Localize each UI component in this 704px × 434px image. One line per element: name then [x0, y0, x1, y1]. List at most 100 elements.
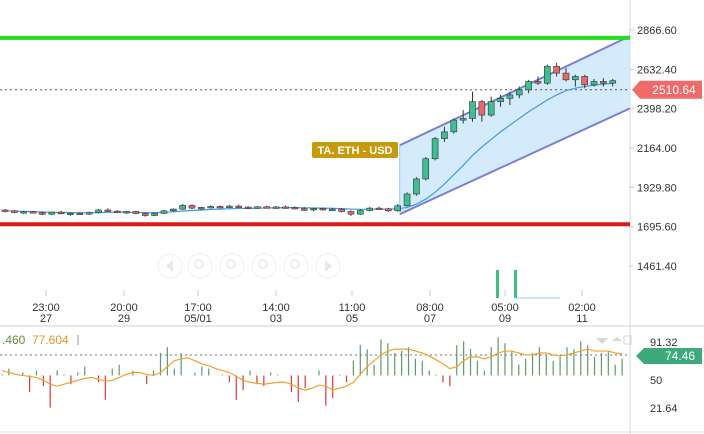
close-pane-icon[interactable]: [623, 335, 632, 345]
candle[interactable]: [263, 205, 271, 209]
candle[interactable]: [67, 212, 74, 216]
date-tick: 03: [270, 313, 282, 325]
zoom-icon: [194, 259, 204, 269]
date-tick: 09: [499, 313, 511, 325]
collapse-icon[interactable]: [596, 338, 608, 344]
candle[interactable]: [20, 210, 28, 215]
candle[interactable]: [57, 210, 65, 215]
osc-tick-low: 21.64: [650, 403, 678, 415]
zoom-out-left-button[interactable]: [187, 253, 213, 279]
candle[interactable]: [319, 207, 327, 211]
candle[interactable]: [356, 209, 364, 216]
time-tick: 11:00: [339, 302, 366, 314]
candle[interactable]: [254, 206, 261, 209]
time-tick: 20:00: [110, 302, 138, 314]
expand-icon[interactable]: [612, 337, 622, 341]
candle[interactable]: [338, 208, 345, 213]
candle[interactable]: [198, 206, 205, 210]
candle[interactable]: [235, 204, 243, 208]
candle[interactable]: [76, 212, 84, 215]
candle[interactable]: [459, 110, 467, 124]
candle[interactable]: [441, 126, 448, 142]
candle[interactable]: [497, 94, 504, 107]
price-tick: 2398.20: [637, 104, 677, 116]
candle[interactable]: [95, 209, 102, 214]
candle[interactable]: [1, 209, 9, 213]
candle[interactable]: [469, 91, 476, 122]
candle[interactable]: [534, 76, 542, 85]
scroll-right-button[interactable]: [315, 253, 341, 279]
candle[interactable]: [226, 204, 233, 209]
candle[interactable]: [244, 206, 252, 210]
time-tick: 14:00: [262, 302, 290, 314]
candle[interactable]: [385, 207, 392, 213]
candle[interactable]: [123, 210, 130, 214]
candle[interactable]: [347, 210, 355, 216]
arrow-right-icon: [325, 260, 332, 272]
zoom-plus-icon: [258, 259, 268, 269]
candle[interactable]: [188, 204, 196, 210]
candle[interactable]: [553, 63, 560, 77]
zoom-minus-icon: [226, 259, 236, 269]
zoom-in-right-button[interactable]: [283, 253, 309, 279]
candle[interactable]: [422, 157, 430, 181]
candle[interactable]: [328, 207, 336, 211]
candle[interactable]: [170, 208, 177, 212]
candle[interactable]: [394, 204, 402, 212]
candle[interactable]: [141, 212, 149, 217]
price-tick: 1695.60: [637, 222, 677, 234]
price-tick: 2164.00: [637, 143, 677, 155]
scroll-left-button[interactable]: [157, 253, 183, 279]
candle[interactable]: [29, 210, 37, 214]
candle[interactable]: [403, 192, 411, 207]
candle[interactable]: [525, 79, 532, 94]
candle[interactable]: [375, 206, 383, 210]
candle[interactable]: [590, 78, 598, 87]
candle[interactable]: [450, 118, 458, 134]
candle[interactable]: [282, 205, 289, 209]
date-tick: 29: [118, 313, 130, 325]
candle[interactable]: [113, 209, 121, 213]
candle[interactable]: [132, 210, 140, 215]
candle[interactable]: [366, 207, 373, 212]
candle[interactable]: [431, 136, 439, 161]
candle[interactable]: [581, 74, 589, 89]
candle[interactable]: [207, 205, 214, 209]
candle[interactable]: [291, 206, 299, 210]
volume-bars: [496, 270, 560, 299]
candle[interactable]: [85, 211, 93, 216]
volume-bar: [496, 270, 499, 298]
candle[interactable]: [104, 208, 112, 212]
candle[interactable]: [179, 204, 186, 210]
arrow-left-icon: [166, 260, 173, 272]
candle[interactable]: [160, 209, 168, 215]
candle[interactable]: [478, 99, 486, 122]
candle[interactable]: [216, 205, 224, 209]
candle[interactable]: [272, 206, 280, 209]
candle[interactable]: [487, 96, 495, 117]
candle[interactable]: [300, 207, 308, 211]
candle[interactable]: [572, 74, 579, 87]
ticker-tag[interactable]: TA. ETH - USD: [312, 142, 398, 158]
zoom-out-button[interactable]: [219, 253, 245, 279]
time-tick: 05:00: [491, 302, 519, 314]
candles: [1, 63, 617, 217]
candle[interactable]: [413, 177, 420, 196]
candle[interactable]: [562, 68, 570, 82]
volume-bar: [514, 270, 517, 298]
candle[interactable]: [515, 86, 523, 99]
candle[interactable]: [543, 64, 551, 85]
candle[interactable]: [151, 212, 158, 217]
candle[interactable]: [506, 91, 514, 106]
channel-lower[interactable]: [399, 107, 631, 216]
candle[interactable]: [600, 78, 607, 87]
candle[interactable]: [310, 207, 317, 212]
channel-upper[interactable]: [399, 35, 631, 147]
candle[interactable]: [48, 211, 56, 216]
zoom-icon: [290, 259, 300, 269]
candle[interactable]: [39, 211, 46, 216]
candle[interactable]: [609, 78, 617, 87]
ma-line: [4, 82, 613, 214]
candle[interactable]: [11, 209, 18, 214]
zoom-in-button[interactable]: [251, 253, 277, 279]
